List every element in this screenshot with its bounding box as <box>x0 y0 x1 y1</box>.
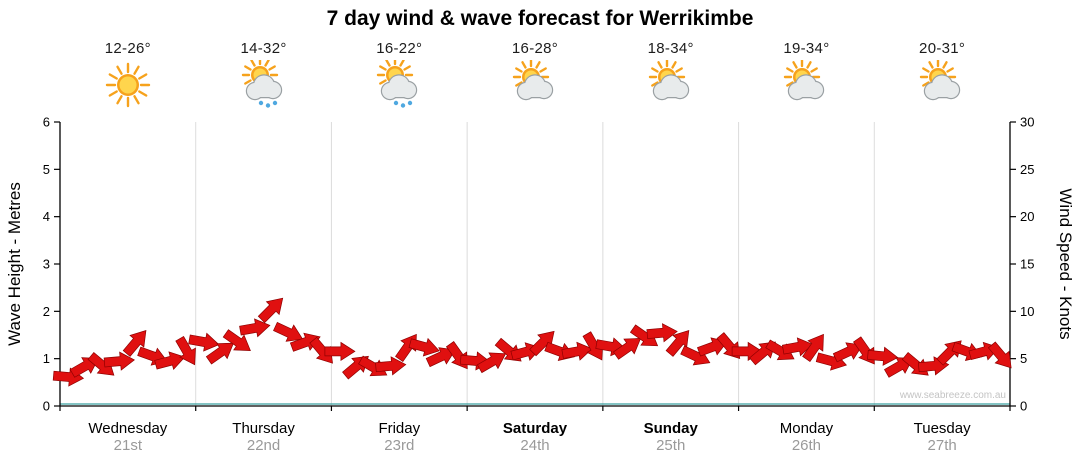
temp-range: 14-32° <box>240 40 287 57</box>
day-name: Sunday <box>643 420 698 437</box>
x-axis-day: Wednesday 21st <box>58 420 198 454</box>
temp-range: 20-31° <box>919 40 966 57</box>
right-axis-title: Wind Speed - Knots <box>1056 188 1075 340</box>
partly-cloudy-icon <box>470 58 600 112</box>
forecast-day: 12-26° <box>63 40 193 112</box>
forecast-day: 14-32° <box>199 40 329 112</box>
forecast-day: 16-28° <box>470 40 600 112</box>
day-date: 24th <box>520 437 550 454</box>
x-axis-day: Thursday 22nd <box>194 420 334 454</box>
sunny-icon <box>63 60 193 112</box>
day-date: 22nd <box>246 437 281 454</box>
svg-text:5: 5 <box>1020 351 1027 366</box>
sun-showers-icon <box>199 56 329 112</box>
svg-text:25: 25 <box>1020 162 1034 177</box>
x-axis-day: Sunday 25th <box>601 420 741 454</box>
svg-text:0: 0 <box>1020 399 1027 414</box>
x-axis-day: Friday 23rd <box>329 420 469 454</box>
svg-text:1: 1 <box>43 351 50 366</box>
day-name: Thursday <box>232 420 295 437</box>
page-title: 7 day wind & wave forecast for Werrikimb… <box>326 7 754 30</box>
svg-text:10: 10 <box>1020 304 1034 319</box>
svg-text:2: 2 <box>43 304 50 319</box>
left-axis-title: Wave Height - Metres <box>5 182 24 346</box>
sun-showers-icon <box>334 56 464 112</box>
svg-text:6: 6 <box>43 115 50 130</box>
watermark: www.seabreeze.com.au <box>899 390 1006 401</box>
day-name: Friday <box>378 420 421 437</box>
temp-range: 16-28° <box>511 40 559 57</box>
svg-text:3: 3 <box>43 257 50 272</box>
svg-text:5: 5 <box>43 162 50 177</box>
svg-text:4: 4 <box>43 209 50 224</box>
forecast-day: 20-31° <box>877 40 1007 112</box>
x-axis-day: Monday 26th <box>736 420 876 454</box>
day-date: 26th <box>791 437 822 454</box>
temp-range: 18-34° <box>647 40 694 57</box>
x-axis-day: Saturday 24th <box>465 420 605 454</box>
svg-text:20: 20 <box>1020 209 1034 224</box>
day-date: 23rd <box>384 437 415 454</box>
day-date: 27th <box>927 437 957 454</box>
day-name: Tuesday <box>913 420 971 437</box>
temp-range: 12-26° <box>104 40 151 57</box>
day-name: Monday <box>779 420 834 437</box>
forecast-day: 16-22° <box>334 40 464 112</box>
day-name: Saturday <box>502 420 568 437</box>
temp-range: 19-34° <box>783 40 830 57</box>
svg-text:15: 15 <box>1020 257 1034 272</box>
forecast-day: 19-34° <box>741 40 871 112</box>
partly-cloudy-icon <box>741 58 871 112</box>
temp-range: 16-22° <box>376 40 423 57</box>
day-date: 21st <box>113 437 143 454</box>
svg-text:30: 30 <box>1020 115 1034 130</box>
day-name: Wednesday <box>88 420 168 437</box>
partly-cloudy-icon <box>877 58 1007 112</box>
day-date: 25th <box>656 437 686 454</box>
x-axis-day: Tuesday 27th <box>872 420 1012 454</box>
forecast-day: 18-34° <box>606 40 736 112</box>
svg-text:0: 0 <box>43 399 50 414</box>
partly-cloudy-icon <box>606 58 736 112</box>
